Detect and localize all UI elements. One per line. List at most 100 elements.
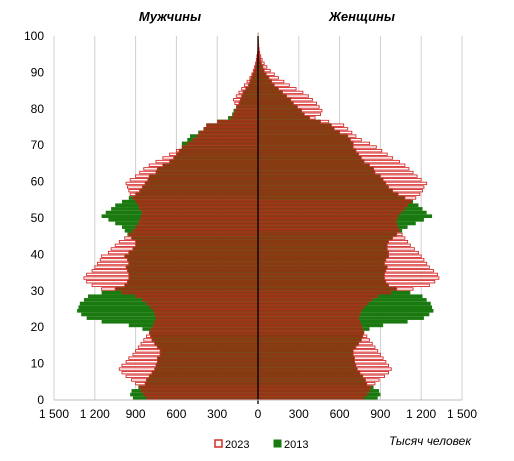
bar-overlap-female	[258, 86, 279, 91]
legend-label-2023: 2023	[225, 439, 249, 451]
bar-2023-female	[347, 134, 357, 138]
bar-2023-female	[386, 243, 411, 247]
bar-overlap-female	[258, 72, 267, 77]
bar-overlap-male	[154, 312, 258, 317]
bar-overlap-male	[142, 185, 258, 189]
bar-overlap-male	[139, 218, 258, 222]
bar-overlap-male	[192, 137, 258, 142]
bar-2023-female	[350, 138, 362, 142]
bar-overlap-female	[258, 181, 386, 186]
axes	[54, 36, 462, 404]
bar-overlap-male	[146, 301, 258, 306]
bar-overlap-female	[258, 199, 412, 204]
bar-2023-female	[379, 174, 418, 178]
bar-2023-female	[396, 232, 403, 237]
bar-2023-female	[296, 105, 320, 109]
bar-2023-male	[128, 356, 158, 360]
bar-2023-female	[386, 265, 430, 269]
bar-2023-male	[254, 65, 256, 69]
bar-2023-male	[83, 276, 130, 280]
bar-overlap-male	[240, 97, 258, 102]
bar-2023-female	[259, 57, 263, 62]
bar-overlap-female	[258, 345, 356, 350]
bar-2023-female	[260, 61, 265, 65]
bar-2023-female	[352, 349, 379, 353]
bar-overlap-female	[258, 319, 360, 324]
bar-overlap-male	[199, 130, 258, 135]
bar-overlap-female	[258, 207, 405, 211]
bar-overlap-male	[217, 119, 258, 124]
bar-overlap-male	[143, 392, 258, 397]
bar-2023-female	[359, 371, 390, 375]
bar-overlap-male	[146, 396, 258, 400]
bar-overlap-female	[258, 250, 389, 255]
bar-2023-female	[384, 261, 428, 266]
bar-overlap-male	[127, 258, 258, 262]
bar-2023-male	[143, 338, 153, 342]
bar-overlap-female	[258, 316, 359, 320]
bar-overlap-male	[128, 250, 258, 255]
bar-overlap-female	[258, 185, 389, 189]
bar-overlap-female	[258, 301, 369, 306]
bar-overlap-male	[248, 83, 258, 87]
bar-2023-male	[246, 79, 251, 84]
bar-overlap-female	[258, 188, 393, 193]
bar-2023-male	[135, 174, 150, 178]
x-tick-label: 1 500	[39, 407, 69, 421]
bar-2023-female	[364, 378, 380, 382]
bar-overlap-male	[135, 192, 258, 197]
bar-overlap-female	[258, 258, 386, 262]
bar-overlap-male	[132, 196, 258, 200]
bar-2023-male	[110, 247, 134, 251]
bar-overlap-male	[238, 101, 258, 106]
bar-2023-female	[352, 141, 370, 146]
bar-overlap-female	[258, 145, 354, 149]
bar-overlap-male	[149, 330, 258, 335]
bar-overlap-male	[251, 76, 258, 80]
bar-2023-female	[384, 272, 438, 277]
bar-overlap-male	[141, 389, 258, 393]
bar-overlap-female	[258, 105, 298, 109]
bar-overlap-female	[258, 94, 287, 98]
bar-2023-male	[125, 360, 158, 364]
y-tick-labels: 0 10 20 30 40 50 60 70 80 90 100	[24, 29, 44, 407]
bar-overlap-male	[154, 341, 258, 346]
bar-overlap-male	[176, 152, 258, 157]
bar-overlap-female	[258, 65, 263, 69]
bar-2023-female	[320, 119, 330, 124]
bar-2023-female	[396, 287, 414, 291]
bar-2023-male	[135, 381, 146, 386]
bar-2023-male	[155, 159, 171, 164]
bar-overlap-male	[181, 145, 258, 149]
bar-overlap-male	[241, 94, 258, 98]
bar-2023-female	[388, 239, 409, 244]
bar-2023-male	[118, 239, 137, 244]
bar-2023-female	[303, 112, 322, 116]
bar-overlap-male	[256, 61, 258, 66]
bar-2023-male	[139, 170, 157, 175]
bar-overlap-male	[157, 167, 258, 171]
bar-overlap-female	[258, 279, 386, 284]
bar-2023-female	[330, 123, 345, 127]
y-tick-label: 30	[31, 284, 45, 298]
bar-overlap-female	[258, 261, 385, 266]
bar-overlap-male	[124, 254, 258, 259]
bar-overlap-male	[115, 287, 258, 291]
y-tick-label: 50	[31, 211, 45, 225]
x-tick-label: 600	[330, 407, 350, 421]
bar-2023-male	[121, 363, 157, 368]
bar-2023-male	[114, 243, 137, 247]
bar-overlap-female	[258, 101, 294, 106]
bar-2023-female	[352, 352, 381, 357]
bar-overlap-female	[258, 236, 393, 240]
bar-2023-female	[339, 130, 353, 135]
bar-overlap-male	[243, 90, 258, 95]
bar-overlap-female	[258, 338, 362, 342]
bar-overlap-male	[145, 181, 258, 186]
bar-overlap-male	[233, 112, 258, 117]
bar-2023-female	[386, 247, 415, 251]
bar-overlap-female	[258, 228, 400, 233]
bar-overlap-female	[258, 108, 302, 113]
bar-2023-female	[263, 68, 271, 73]
y-tick-label: 70	[31, 138, 45, 152]
